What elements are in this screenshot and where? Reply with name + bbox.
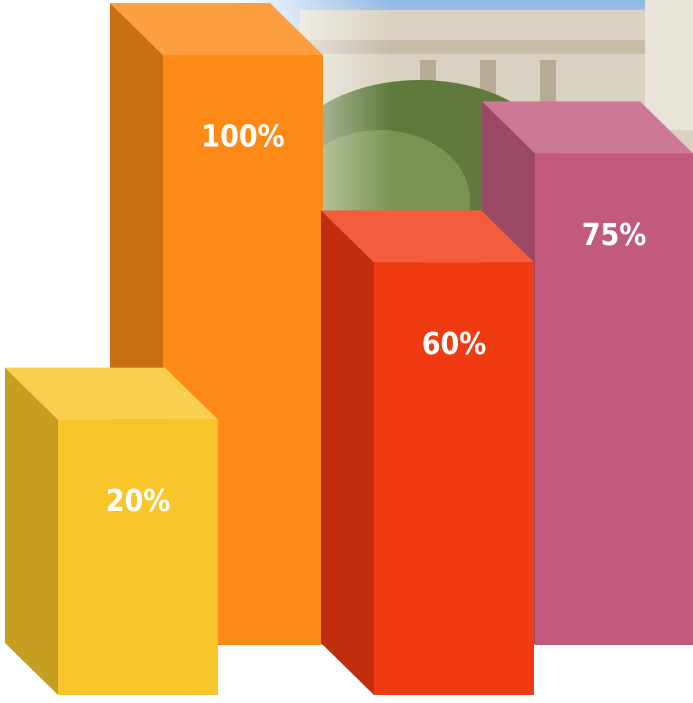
value-label: 20% [106,484,171,519]
bar-top [321,210,534,263]
bars: 100% 75% 20% 60% [5,3,693,696]
bar-top [482,101,693,154]
bar-top [5,367,218,420]
value-label: 60% [422,327,487,362]
bar-side [321,210,374,696]
bar [535,153,693,646]
bar-side [5,367,58,695]
value-label: 75% [582,218,647,253]
bar-top [110,3,323,55]
bar [374,262,534,695]
value-label: 100% [201,120,284,155]
bar [58,419,218,695]
